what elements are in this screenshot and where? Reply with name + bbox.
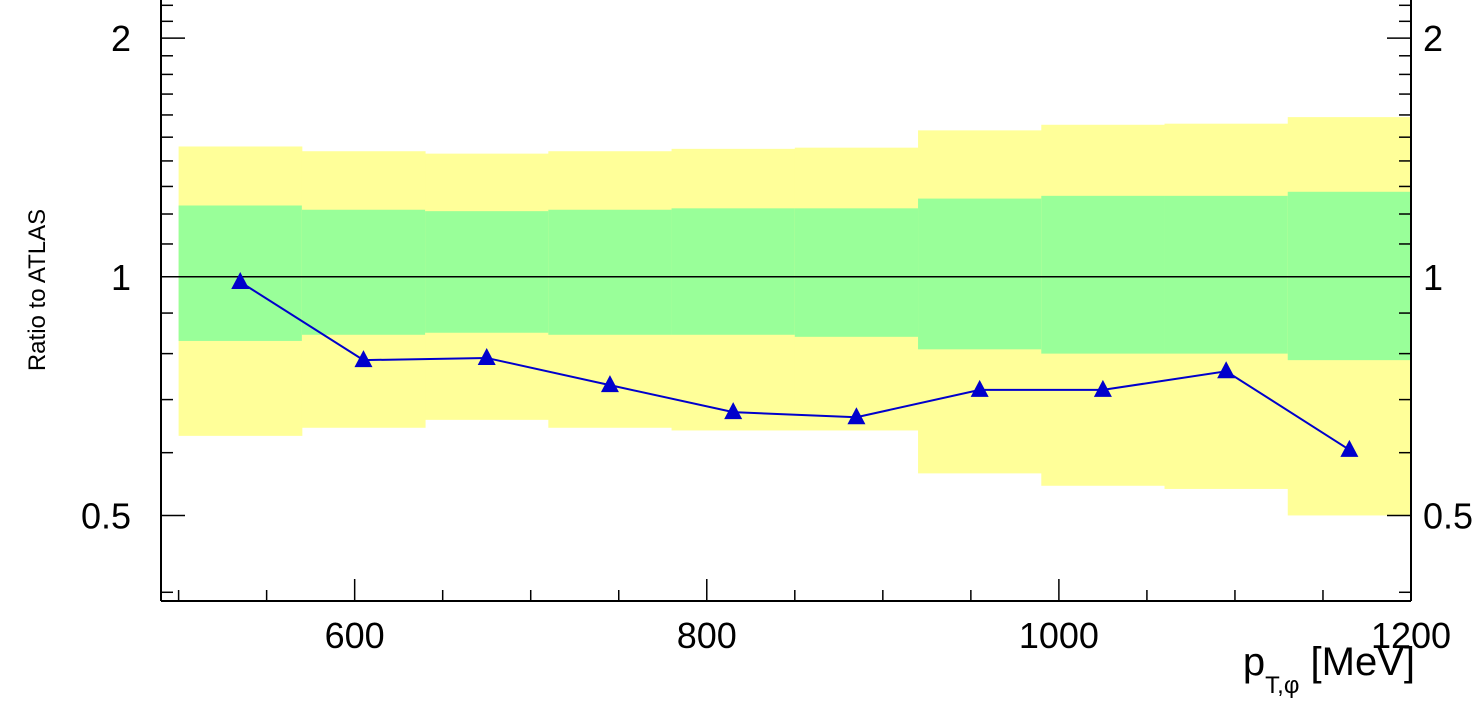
y-tick-label-right: 1 bbox=[1423, 257, 1443, 298]
data-point-marker bbox=[1340, 439, 1359, 457]
data-point-marker bbox=[724, 402, 743, 420]
tick-labels: 600 800 1000 1200 0.5 0.5 1 1 2 2 bbox=[81, 18, 1473, 656]
inner-band-bin bbox=[794, 208, 919, 337]
series-markers bbox=[231, 271, 1359, 457]
data-point-marker bbox=[354, 350, 373, 368]
series-line bbox=[239, 281, 1350, 451]
inner-band-bin bbox=[1041, 195, 1166, 354]
data-point-marker bbox=[600, 375, 619, 393]
x-axis-label: pT,φ [MeV] bbox=[1242, 640, 1415, 699]
x-tick-label: 600 bbox=[325, 615, 385, 656]
x-tick-label: 800 bbox=[677, 615, 737, 656]
data-point-marker bbox=[1217, 361, 1236, 379]
x-tick-label: 1000 bbox=[1019, 615, 1099, 656]
data-point-marker bbox=[231, 271, 250, 289]
x-axis-label-main: p bbox=[1242, 640, 1266, 684]
inner-band-bin bbox=[425, 211, 549, 333]
plot-frame bbox=[160, 0, 1412, 602]
x-axis-label-unit: [MeV] bbox=[1310, 640, 1415, 684]
uncertainty-bands bbox=[178, 117, 1412, 516]
y-tick-label-left: 2 bbox=[111, 18, 131, 59]
data-point-marker bbox=[1093, 379, 1112, 397]
inner-band-bin bbox=[671, 208, 796, 335]
data-point-marker bbox=[477, 347, 496, 365]
y-axis-label: Ratio to ATLAS bbox=[24, 208, 51, 372]
y-tick-label-left: 0.5 bbox=[81, 495, 131, 536]
inner-band-bin bbox=[548, 209, 673, 335]
y-tick-label-left: 1 bbox=[111, 257, 131, 298]
data-point-marker bbox=[970, 379, 989, 397]
y-tick-label-right: 0.5 bbox=[1423, 495, 1473, 536]
inner-band-bin bbox=[301, 209, 426, 335]
axis-ticks bbox=[161, 4, 1412, 601]
inner-band-bin bbox=[918, 198, 1042, 350]
y-tick-label-right: 2 bbox=[1423, 18, 1443, 59]
data-point-marker bbox=[847, 407, 866, 425]
inner-band-bin bbox=[1287, 191, 1412, 361]
inner-band-bin bbox=[1164, 195, 1289, 354]
x-axis-label-sub: T,φ bbox=[1265, 672, 1300, 699]
x-tick-label: 1200 bbox=[1371, 615, 1451, 656]
